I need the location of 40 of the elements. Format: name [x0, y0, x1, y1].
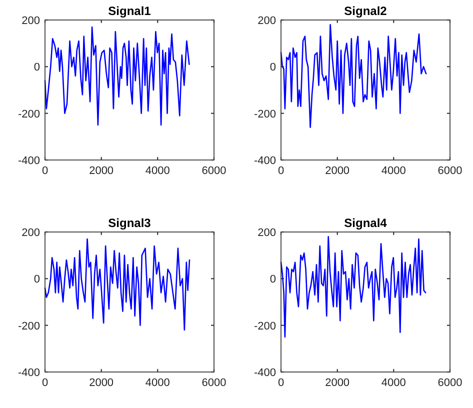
x-tick-label: 4000	[145, 377, 170, 389]
y-tick-label: 200	[258, 15, 276, 27]
x-tick-label: 0	[278, 165, 284, 177]
y-tick-label: 0	[270, 62, 276, 74]
y-tick-label: -200	[254, 320, 276, 332]
y-tick-label: -200	[254, 108, 276, 120]
x-tick-label: 6000	[438, 165, 462, 177]
chart-title: Signal3	[108, 216, 152, 230]
x-tick-label: 6000	[202, 165, 226, 177]
x-tick-label: 6000	[438, 377, 462, 389]
chart-title: Signal1	[108, 4, 152, 18]
y-tick-label: -200	[18, 108, 40, 120]
x-tick-label: 6000	[202, 377, 226, 389]
line-series	[44, 26, 190, 126]
y-tick-label: 200	[258, 227, 276, 239]
x-tick-label: 4000	[381, 377, 406, 389]
y-tick-label: -200	[18, 320, 40, 332]
y-tick-label: 0	[34, 274, 40, 286]
y-tick-label: 200	[22, 227, 40, 239]
line-series	[44, 238, 190, 331]
y-tick-label: 0	[34, 62, 40, 74]
x-tick-label: 2000	[89, 165, 114, 177]
x-tick-label: 0	[42, 377, 48, 389]
y-tick-label: 200	[22, 15, 40, 27]
y-tick-label: -400	[254, 367, 276, 379]
line-series	[280, 24, 427, 128]
y-tick-label: -400	[18, 155, 40, 167]
x-tick-label: 2000	[325, 165, 350, 177]
x-tick-label: 2000	[325, 377, 350, 389]
x-tick-label: 4000	[145, 165, 170, 177]
x-tick-label: 0	[278, 377, 284, 389]
y-tick-label: -400	[254, 155, 276, 167]
y-tick-label: 0	[270, 274, 276, 286]
x-tick-label: 4000	[381, 165, 406, 177]
line-series	[280, 236, 426, 338]
chart-title: Signal2	[344, 4, 388, 18]
y-tick-label: -400	[18, 367, 40, 379]
chart-title: Signal4	[344, 216, 388, 230]
x-tick-label: 2000	[89, 377, 114, 389]
x-tick-label: 0	[42, 165, 48, 177]
